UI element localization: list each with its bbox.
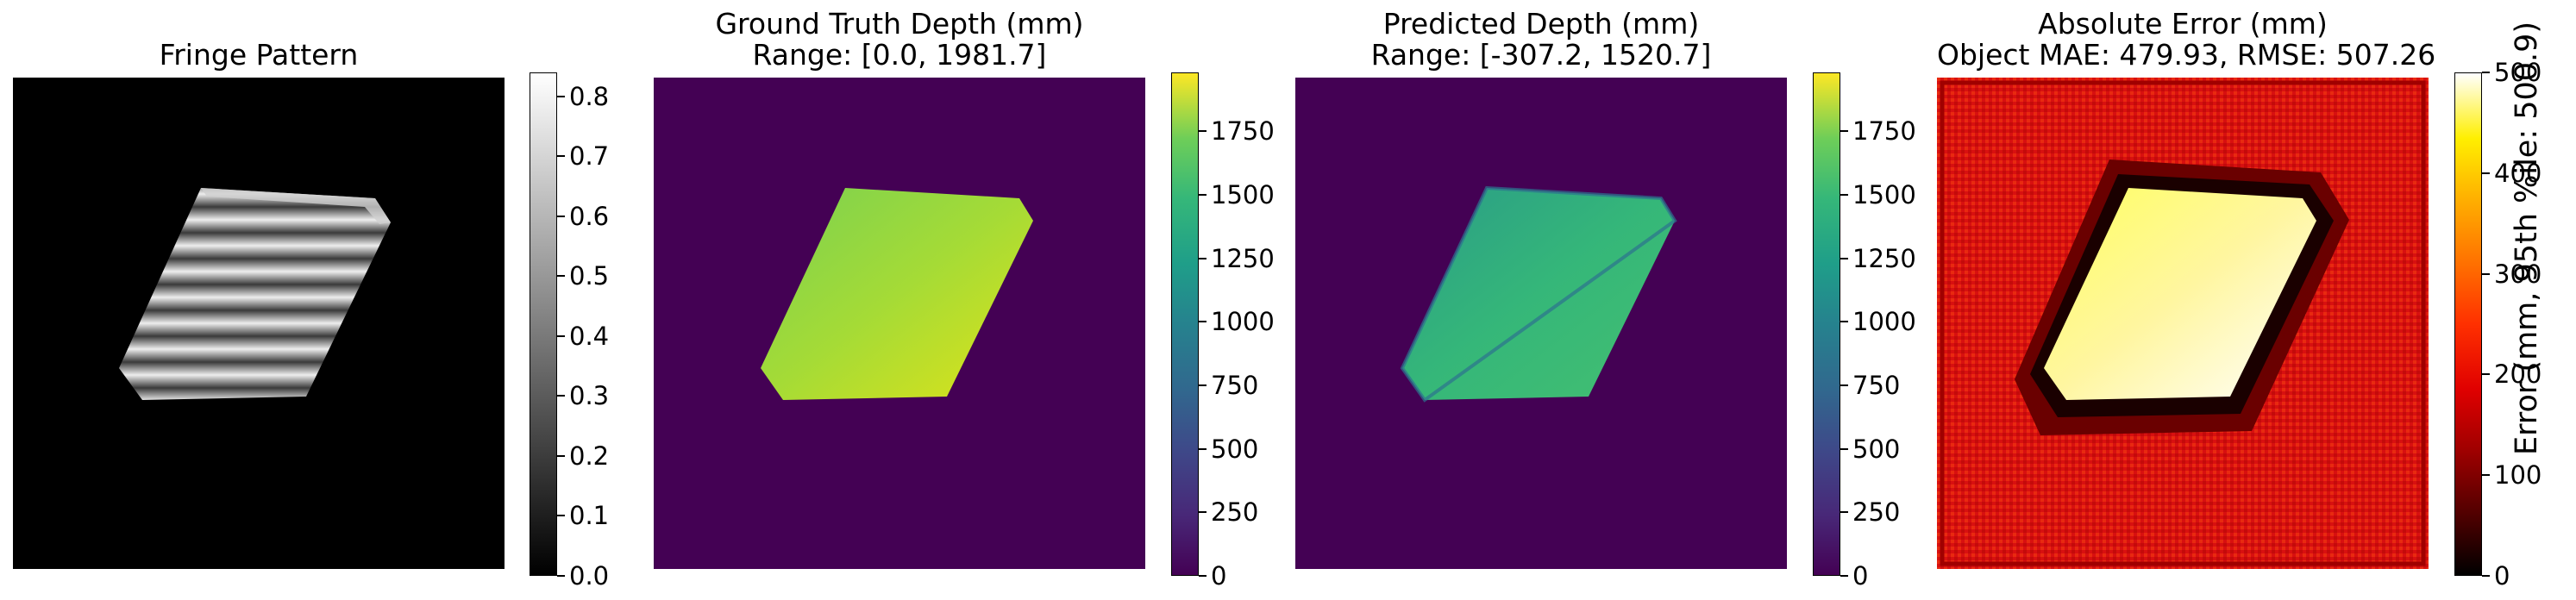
predicted-depth-image [1295,78,1787,569]
colorbar-tick-label: 750 [1852,370,1901,400]
absolute-error-image [1937,78,2429,569]
colorbar-tick-label: 0.8 [569,81,610,111]
colorbar-tick-label: 400 [2494,158,2542,188]
colorbar-tick [557,334,565,337]
colorbar-tick [1840,447,1848,450]
colorbar-tick-label: 1500 [1852,179,1916,209]
colorbar-tick-label: 0.7 [569,141,610,172]
colorbar-tick-label: 1000 [1211,307,1275,337]
colorbar-tick [1840,193,1848,196]
colorbar-tick-label: 300 [2494,259,2542,289]
colorbar-tick [557,454,565,457]
colorbar-tick [557,395,565,397]
colorbar-tick [1840,257,1848,259]
colorbar-tick-label: 250 [1211,497,1259,528]
error-object [2044,188,2316,400]
colorbar-tick-label: 0.5 [569,261,610,291]
colorbar-tick [1840,384,1848,386]
colorbar-tick [1840,575,1848,577]
colorbar-tick-label: 1500 [1211,179,1275,209]
colorbar-tick-label: 0.1 [569,501,610,531]
colorbar-tick [2482,72,2490,73]
colorbar-tick [2482,272,2490,275]
panel1-title: Fringe Pattern [159,38,359,72]
colorbar-tick [1840,511,1848,514]
colorbar-tick-label: 0 [1852,561,1869,591]
predicted-object [1402,188,1675,400]
colorbar-tick [2482,373,2490,376]
colorbar-tick [2482,474,2490,477]
colorbar-tick-label: 0.2 [569,441,610,471]
colorbar-tick [2482,575,2490,577]
colorbar-tick [1199,384,1207,386]
panel3-subtitle: Range: [-307.2, 1520.7] [1370,38,1712,72]
colorbar-tick-label: 0.6 [569,201,610,231]
colorbar-tick [2482,172,2490,174]
colorbar-tick-label: 0.3 [569,381,610,411]
fringe-colorbar [530,72,557,576]
colorbar-tick-label: 0 [2494,561,2510,591]
colorbar-tick-label: 0.0 [569,561,610,591]
ground-truth-colorbar [1171,72,1199,576]
colorbar-tick [1840,321,1848,323]
predicted-colorbar [1813,72,1840,576]
colorbar-tick [1199,193,1207,196]
colorbar-tick [557,215,565,217]
colorbar-tick-label: 500 [2494,58,2542,87]
colorbar-tick-label: 1750 [1211,116,1275,147]
ground-truth-object [761,188,1033,400]
error-colorbar-label: Error (mm, 95th %ile: 500.9) [2510,21,2544,455]
colorbar-tick-label: 100 [2494,460,2542,491]
colorbar-tick-label: 1750 [1852,116,1916,147]
panel4-subtitle: Object MAE: 479.93, RMSE: 507.26 [1937,38,2436,72]
fringe-pattern-image [13,78,505,569]
colorbar-tick-label: 500 [1211,434,1259,464]
colorbar-tick-label: 1250 [1852,243,1916,273]
panel2-title: Ground Truth Depth (mm) [715,7,1084,41]
colorbar-tick-label: 500 [1852,434,1901,464]
colorbar-tick [557,95,565,97]
colorbar-tick [1199,511,1207,514]
colorbar-tick-label: 250 [1852,497,1901,528]
panel4-title: Absolute Error (mm) [2038,7,2328,41]
colorbar-tick [557,275,565,278]
colorbar-tick [557,515,565,517]
ground-truth-depth-image [654,78,1145,569]
colorbar-tick-label: 1250 [1211,243,1275,273]
colorbar-tick [1840,130,1848,133]
error-colorbar [2454,72,2482,576]
colorbar-tick-label: 0 [1211,561,1227,591]
colorbar-tick [1199,447,1207,450]
colorbar-tick [1199,321,1207,323]
panel3-title: Predicted Depth (mm) [1382,7,1700,41]
colorbar-tick-label: 200 [2494,359,2542,390]
colorbar-tick [557,155,565,158]
colorbar-tick-label: 1000 [1852,307,1916,337]
fringe-object [119,188,391,400]
colorbar-tick [1199,130,1207,133]
colorbar-tick-label: 750 [1211,370,1259,400]
colorbar-tick [557,575,565,577]
colorbar-tick [1199,257,1207,259]
colorbar-tick-label: 0.4 [569,321,610,351]
colorbar-tick [1199,575,1207,577]
panel2-subtitle: Range: [0.0, 1981.7] [752,38,1047,72]
